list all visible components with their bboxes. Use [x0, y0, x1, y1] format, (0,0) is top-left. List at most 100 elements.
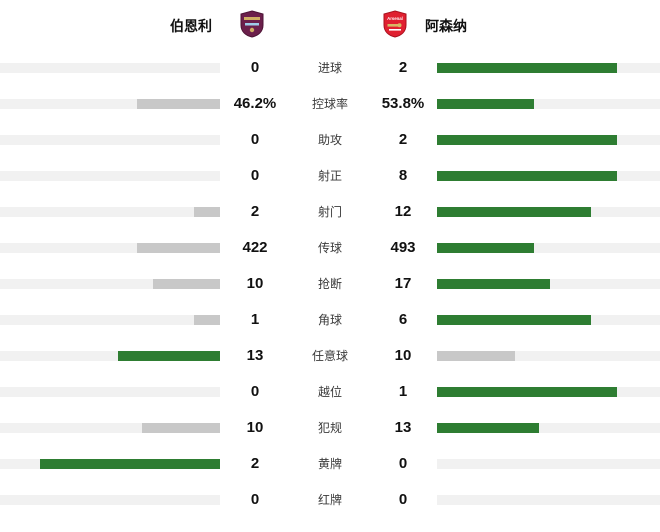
- away-bar-track: [437, 99, 660, 109]
- home-value: 0: [250, 131, 260, 148]
- stat-label: 进球: [317, 61, 342, 75]
- home-bar-track: [0, 135, 220, 145]
- home-bar-track: [0, 315, 220, 325]
- home-bar-fill: [194, 207, 220, 217]
- home-value: 0: [250, 383, 260, 400]
- home-team-name: 伯恩利: [170, 18, 212, 34]
- home-bar-fill: [137, 99, 220, 109]
- stat-row: 46.2% 控球率 53.8%: [0, 86, 660, 122]
- header: 伯恩利 Arsenal 阿森纳: [0, 0, 660, 50]
- home-bar-track: [0, 243, 220, 253]
- away-bar-fill: [437, 387, 617, 397]
- away-bar-track: [437, 171, 660, 181]
- home-bar-track: [0, 279, 220, 289]
- home-value: 1: [250, 311, 260, 328]
- home-bar-fill: [137, 243, 220, 253]
- away-value: 8: [398, 167, 408, 184]
- home-bar-track: [0, 171, 220, 181]
- home-value: 0: [250, 59, 260, 76]
- home-bar-fill: [153, 279, 220, 289]
- home-value: 46.2%: [233, 95, 277, 112]
- away-bar-track: [437, 243, 660, 253]
- home-value: 2: [250, 203, 260, 220]
- away-bar-fill: [437, 99, 534, 109]
- stat-label: 助攻: [317, 133, 342, 147]
- away-value: 0: [398, 491, 408, 508]
- home-value: 10: [246, 419, 264, 436]
- away-bar-track: [437, 207, 660, 217]
- away-bar-fill: [437, 171, 617, 181]
- away-bar-fill: [437, 315, 591, 325]
- stat-label: 犯规: [317, 421, 342, 435]
- stat-row: 0 助攻 2: [0, 122, 660, 158]
- away-value: 53.8%: [381, 95, 425, 112]
- away-value: 2: [398, 59, 408, 76]
- stats-list: 0 进球 2 46.2% 控球率 53.8% 0 助攻 2 0 射正: [0, 50, 660, 518]
- away-value: 493: [390, 239, 416, 256]
- away-value: 2: [398, 131, 408, 148]
- away-bar-track: [437, 495, 660, 505]
- home-bar-track: [0, 495, 220, 505]
- away-value: 10: [394, 347, 412, 364]
- home-value: 2: [250, 455, 260, 472]
- home-value: 422: [242, 239, 268, 256]
- away-value: 13: [394, 419, 412, 436]
- home-bar-fill: [142, 423, 220, 433]
- stat-label: 任意球: [311, 349, 348, 363]
- away-value: 1: [398, 383, 408, 400]
- stat-row: 422 传球 493: [0, 230, 660, 266]
- stat-row: 2 黄牌 0: [0, 446, 660, 482]
- home-value: 0: [250, 491, 260, 508]
- away-bar-fill: [437, 243, 534, 253]
- away-team-name: 阿森纳: [425, 18, 467, 34]
- away-bar-track: [437, 279, 660, 289]
- away-bar-track: [437, 459, 660, 469]
- away-bar-fill: [437, 351, 515, 361]
- stat-label: 红牌: [317, 493, 342, 507]
- stat-label: 控球率: [311, 97, 348, 111]
- stat-row: 10 抢断 17: [0, 266, 660, 302]
- away-value: 17: [394, 275, 412, 292]
- away-bar-track: [437, 315, 660, 325]
- home-bar-track: [0, 351, 220, 361]
- home-value: 13: [246, 347, 264, 364]
- away-bar-fill: [437, 207, 591, 217]
- away-value: 12: [394, 203, 412, 220]
- home-bar-track: [0, 63, 220, 73]
- home-bar-track: [0, 99, 220, 109]
- stat-row: 0 射正 8: [0, 158, 660, 194]
- stat-row: 13 任意球 10: [0, 338, 660, 374]
- away-bar-track: [437, 135, 660, 145]
- stat-label: 角球: [317, 313, 342, 327]
- stat-label: 越位: [317, 385, 342, 399]
- home-bar-fill: [194, 315, 220, 325]
- stat-row: 0 红牌 0: [0, 482, 660, 518]
- home-bar-track: [0, 207, 220, 217]
- away-bar-fill: [437, 63, 617, 73]
- stat-row: 10 犯规 13: [0, 410, 660, 446]
- away-bar-track: [437, 351, 660, 361]
- away-value: 0: [398, 455, 408, 472]
- home-value: 0: [250, 167, 260, 184]
- stat-row: 2 射门 12: [0, 194, 660, 230]
- home-bar-track: [0, 387, 220, 397]
- away-bar-track: [437, 423, 660, 433]
- away-value: 6: [398, 311, 408, 328]
- stat-row: 0 越位 1: [0, 374, 660, 410]
- away-bar-track: [437, 63, 660, 73]
- stat-label: 传球: [317, 241, 342, 255]
- stat-row: 1 角球 6: [0, 302, 660, 338]
- arsenal-crest-icon: Arsenal: [383, 10, 407, 38]
- stat-label: 射门: [317, 205, 342, 219]
- away-bar-track: [437, 387, 660, 397]
- home-bar-fill: [118, 351, 220, 361]
- home-bar-track: [0, 423, 220, 433]
- away-bar-fill: [437, 135, 617, 145]
- home-value: 10: [246, 275, 264, 292]
- stat-label: 射正: [317, 169, 342, 183]
- svg-text:Arsenal: Arsenal: [387, 16, 403, 21]
- burnley-crest-icon: [240, 10, 264, 38]
- stat-row: 0 进球 2: [0, 50, 660, 86]
- away-bar-fill: [437, 423, 539, 433]
